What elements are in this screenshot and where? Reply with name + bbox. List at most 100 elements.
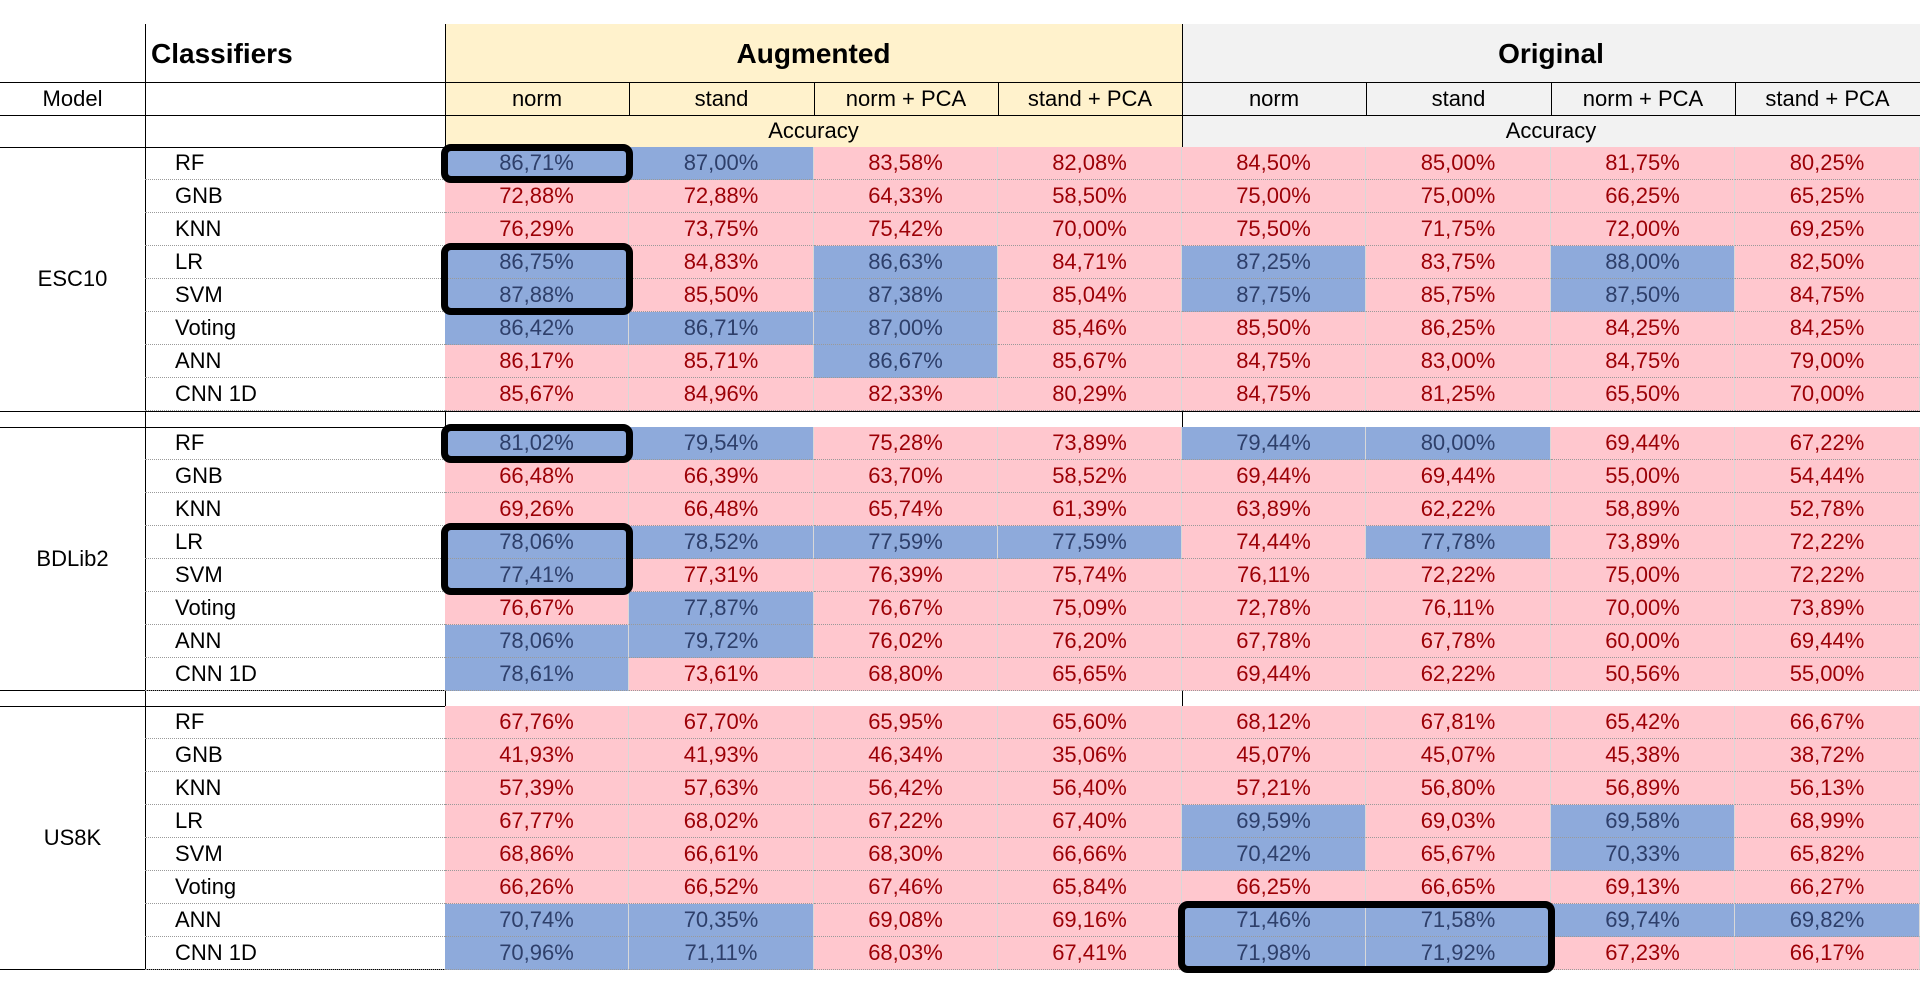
accuracy-cell: 70,96%	[445, 937, 629, 970]
accuracy-cell: 72,88%	[445, 180, 629, 213]
accuracy-cell: 78,52%	[629, 526, 814, 559]
classifier-label: KNN	[145, 493, 445, 526]
model-label: US8K	[43, 825, 102, 850]
classifier-label: KNN	[145, 213, 445, 246]
accuracy-cell: 87,50%	[1551, 279, 1735, 312]
accuracy-cell: 64,33%	[814, 180, 998, 213]
subcol-aug-norm-pca: norm + PCA	[845, 85, 967, 111]
accuracy-cell: 69,74%	[1551, 904, 1735, 937]
accuracy-cell: 84,50%	[1182, 147, 1366, 180]
accuracy-cell: 62,22%	[1366, 493, 1551, 526]
accuracy-cell: 76,67%	[814, 592, 998, 625]
accuracy-cell: 87,25%	[1182, 246, 1366, 279]
highlight-box	[441, 523, 633, 595]
subcol-divider	[998, 82, 999, 115]
original-header: Original	[1498, 38, 1604, 69]
accuracy-cell: 58,89%	[1551, 493, 1735, 526]
accuracy-cell: 69,44%	[1735, 625, 1920, 658]
subcol-aug-stand-pca: stand + PCA	[1027, 85, 1153, 111]
accuracy-cell: 68,86%	[445, 838, 629, 871]
model-header: Model	[42, 85, 103, 111]
accuracy-cell: 63,70%	[814, 460, 998, 493]
accuracy-cell: 66,26%	[445, 871, 629, 904]
accuracy-cell: 66,27%	[1735, 871, 1920, 904]
accuracy-cell: 61,39%	[998, 493, 1182, 526]
accuracy-cell: 69,44%	[1182, 460, 1366, 493]
accuracy-cell: 77,41%	[445, 559, 629, 592]
accuracy-cell: 65,65%	[998, 658, 1182, 691]
accuracy-cell: 84,25%	[1735, 312, 1920, 345]
accuracy-cell: 70,33%	[1551, 838, 1735, 871]
accuracy-cell: 86,71%	[445, 147, 629, 180]
accuracy-cell: 67,70%	[629, 706, 814, 739]
highlight-box	[441, 424, 633, 463]
accuracy-cell: 35,06%	[998, 739, 1182, 772]
accuracy-cell: 66,25%	[1551, 180, 1735, 213]
classifier-label: SVM	[145, 279, 445, 312]
accuracy-cell: 54,44%	[1735, 460, 1920, 493]
accuracy-cell: 67,46%	[814, 871, 998, 904]
accuracy-cell: 85,46%	[998, 312, 1182, 345]
accuracy-cell: 62,22%	[1366, 658, 1551, 691]
accuracy-cell: 57,63%	[629, 772, 814, 805]
accuracy-cell: 81,75%	[1551, 147, 1735, 180]
accuracy-cell: 65,42%	[1551, 706, 1735, 739]
accuracy-cell: 69,82%	[1735, 904, 1920, 937]
accuracy-cell: 65,74%	[814, 493, 998, 526]
highlight-box	[1178, 901, 1555, 973]
accuracy-cell: 86,71%	[629, 312, 814, 345]
accuracy-cell: 69,16%	[998, 904, 1182, 937]
classifier-label: LR	[145, 246, 445, 279]
accuracy-cell: 66,48%	[445, 460, 629, 493]
subcol-aug-stand: stand	[694, 85, 749, 111]
subcol-divider	[814, 82, 815, 115]
accuracy-cell: 67,78%	[1366, 625, 1551, 658]
accuracy-cell: 73,75%	[629, 213, 814, 246]
accuracy-cell: 85,75%	[1366, 279, 1551, 312]
accuracy-cell: 78,61%	[445, 658, 629, 691]
accuracy-cell: 75,00%	[1182, 180, 1366, 213]
accuracy-cell: 56,40%	[998, 772, 1182, 805]
accuracy-cell: 79,00%	[1735, 345, 1920, 378]
accuracy-cell: 84,75%	[1551, 345, 1735, 378]
classifier-label: CNN 1D	[145, 937, 445, 970]
subcol-aug-norm: norm	[511, 85, 563, 111]
subcol-divider	[1551, 82, 1552, 115]
accuracy-cell: 65,25%	[1735, 180, 1920, 213]
accuracy-cell: 84,75%	[1735, 279, 1920, 312]
accuracy-cell: 77,59%	[814, 526, 998, 559]
accuracy-cell: 69,58%	[1551, 805, 1735, 838]
accuracy-cell: 73,89%	[1551, 526, 1735, 559]
accuracy-cell: 66,67%	[1735, 706, 1920, 739]
subcol-orig-norm: norm	[1248, 85, 1300, 111]
accuracy-cell: 66,52%	[629, 871, 814, 904]
accuracy-cell: 86,17%	[445, 345, 629, 378]
accuracy-cell: 75,09%	[998, 592, 1182, 625]
accuracy-cell: 67,77%	[445, 805, 629, 838]
accuracy-cell: 78,06%	[445, 625, 629, 658]
accuracy-cell: 81,02%	[445, 427, 629, 460]
accuracy-cell: 87,00%	[814, 312, 998, 345]
accuracy-cell: 67,41%	[998, 937, 1182, 970]
accuracy-cell: 76,20%	[998, 625, 1182, 658]
classifier-label: ANN	[145, 345, 445, 378]
accuracy-cell: 74,44%	[1182, 526, 1366, 559]
accuracy-cell: 76,02%	[814, 625, 998, 658]
accuracy-cell: 76,67%	[445, 592, 629, 625]
accuracy-cell: 75,00%	[1551, 559, 1735, 592]
header-line-mid	[0, 115, 1920, 116]
accuracy-cell: 77,59%	[998, 526, 1182, 559]
accuracy-cell: 85,04%	[998, 279, 1182, 312]
accuracy-cell: 41,93%	[445, 739, 629, 772]
accuracy-cell: 84,75%	[1182, 345, 1366, 378]
accuracy-cell: 80,00%	[1366, 427, 1551, 460]
highlight-box	[441, 243, 633, 315]
accuracy-cell: 67,76%	[445, 706, 629, 739]
classifier-label: RF	[145, 427, 445, 460]
accuracy-cell: 72,88%	[629, 180, 814, 213]
accuracy-cell: 69,08%	[814, 904, 998, 937]
accuracy-cell: 86,25%	[1366, 312, 1551, 345]
accuracy-cell: 84,96%	[629, 378, 814, 411]
accuracy-cell: 46,34%	[814, 739, 998, 772]
classifier-label: ANN	[145, 625, 445, 658]
